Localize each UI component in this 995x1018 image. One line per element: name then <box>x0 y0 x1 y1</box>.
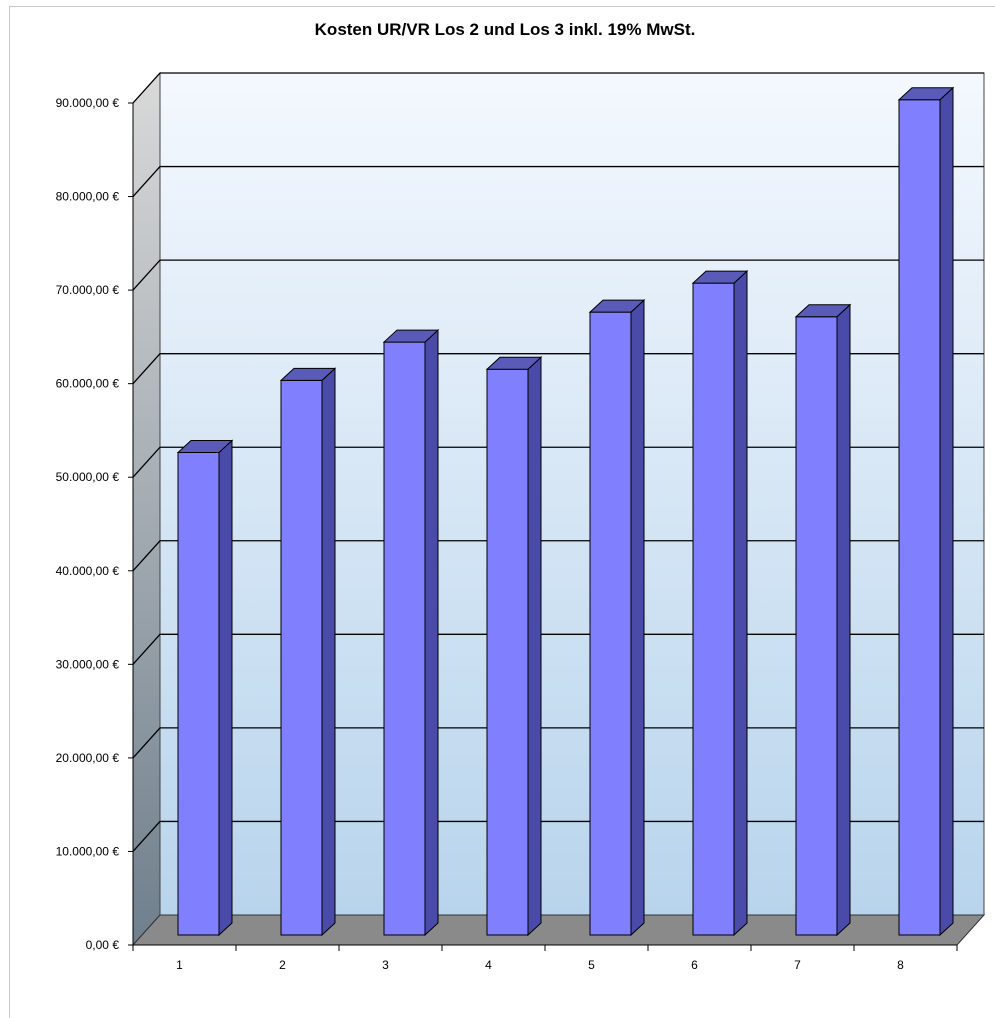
bar-front <box>795 316 838 936</box>
y-tick-label: 90.000,00 € <box>56 96 120 110</box>
y-tick-label: 60.000,00 € <box>56 377 120 391</box>
y-tick-label: 10.000,00 € <box>56 844 120 858</box>
bar-side <box>939 86 954 937</box>
bar <box>176 439 234 937</box>
bar <box>588 298 646 937</box>
x-tick-label: 1 <box>176 958 183 972</box>
bar <box>897 86 955 937</box>
y-tick-label: 40.000,00 € <box>56 564 120 578</box>
bar <box>279 367 337 937</box>
bar-top <box>794 304 852 318</box>
gridline <box>132 72 984 104</box>
y-axis: 0,00 € 10.000,00 € 20.000,00 € 30.000,00 € 4… <box>56 96 134 952</box>
y-tick-label: 20.000,00 € <box>56 751 120 765</box>
bar-front <box>589 311 632 936</box>
x-tick-label: 2 <box>279 958 286 972</box>
chart-walls <box>131 71 986 947</box>
bar-side <box>527 356 542 937</box>
bar-front <box>692 282 735 936</box>
bar-top <box>176 439 234 453</box>
y-tick-label: 50.000,00 € <box>56 470 120 484</box>
bar-top <box>485 356 543 370</box>
gridline <box>132 259 984 291</box>
bar-top <box>897 87 955 101</box>
bar-side <box>630 298 645 937</box>
bar-top <box>588 299 646 313</box>
y-tick-label: 0,00 € <box>86 938 120 952</box>
x-tick-label: 5 <box>588 958 595 972</box>
bar-side <box>321 367 336 937</box>
side-wall <box>132 71 161 947</box>
y-tick-label: 80.000,00 € <box>56 190 120 204</box>
x-tick-label: 7 <box>794 958 801 972</box>
bar-top <box>382 329 440 343</box>
chart-title: Kosten UR/VR Los 2 und Los 3 inkl. 19% M… <box>314 20 696 39</box>
x-tick-label: 8 <box>897 958 904 972</box>
x-axis: 1 2 3 4 5 6 7 8 <box>132 944 958 972</box>
bars <box>176 86 955 937</box>
chart-frame <box>9 6 995 1018</box>
bar <box>485 356 543 937</box>
bar-front <box>898 99 941 936</box>
bar-side <box>424 328 439 937</box>
bar-top <box>279 367 337 381</box>
bar-top <box>691 270 749 284</box>
gridline <box>132 165 984 197</box>
bar-side <box>733 269 748 937</box>
bar <box>691 269 749 937</box>
bar-front <box>486 368 529 936</box>
bar-side <box>218 439 233 937</box>
x-tick-label: 6 <box>691 958 698 972</box>
y-tick-label: 30.000,00 € <box>56 657 120 671</box>
floor <box>131 914 986 946</box>
bar-side <box>836 303 851 937</box>
x-tick-label: 4 <box>485 958 492 972</box>
bar-front <box>280 379 323 936</box>
bar-front <box>177 451 220 936</box>
y-tick-label: 70.000,00 € <box>56 283 120 297</box>
bar-front <box>383 341 426 936</box>
x-tick-label: 3 <box>382 958 389 972</box>
bar <box>794 303 852 937</box>
bar <box>382 328 440 937</box>
